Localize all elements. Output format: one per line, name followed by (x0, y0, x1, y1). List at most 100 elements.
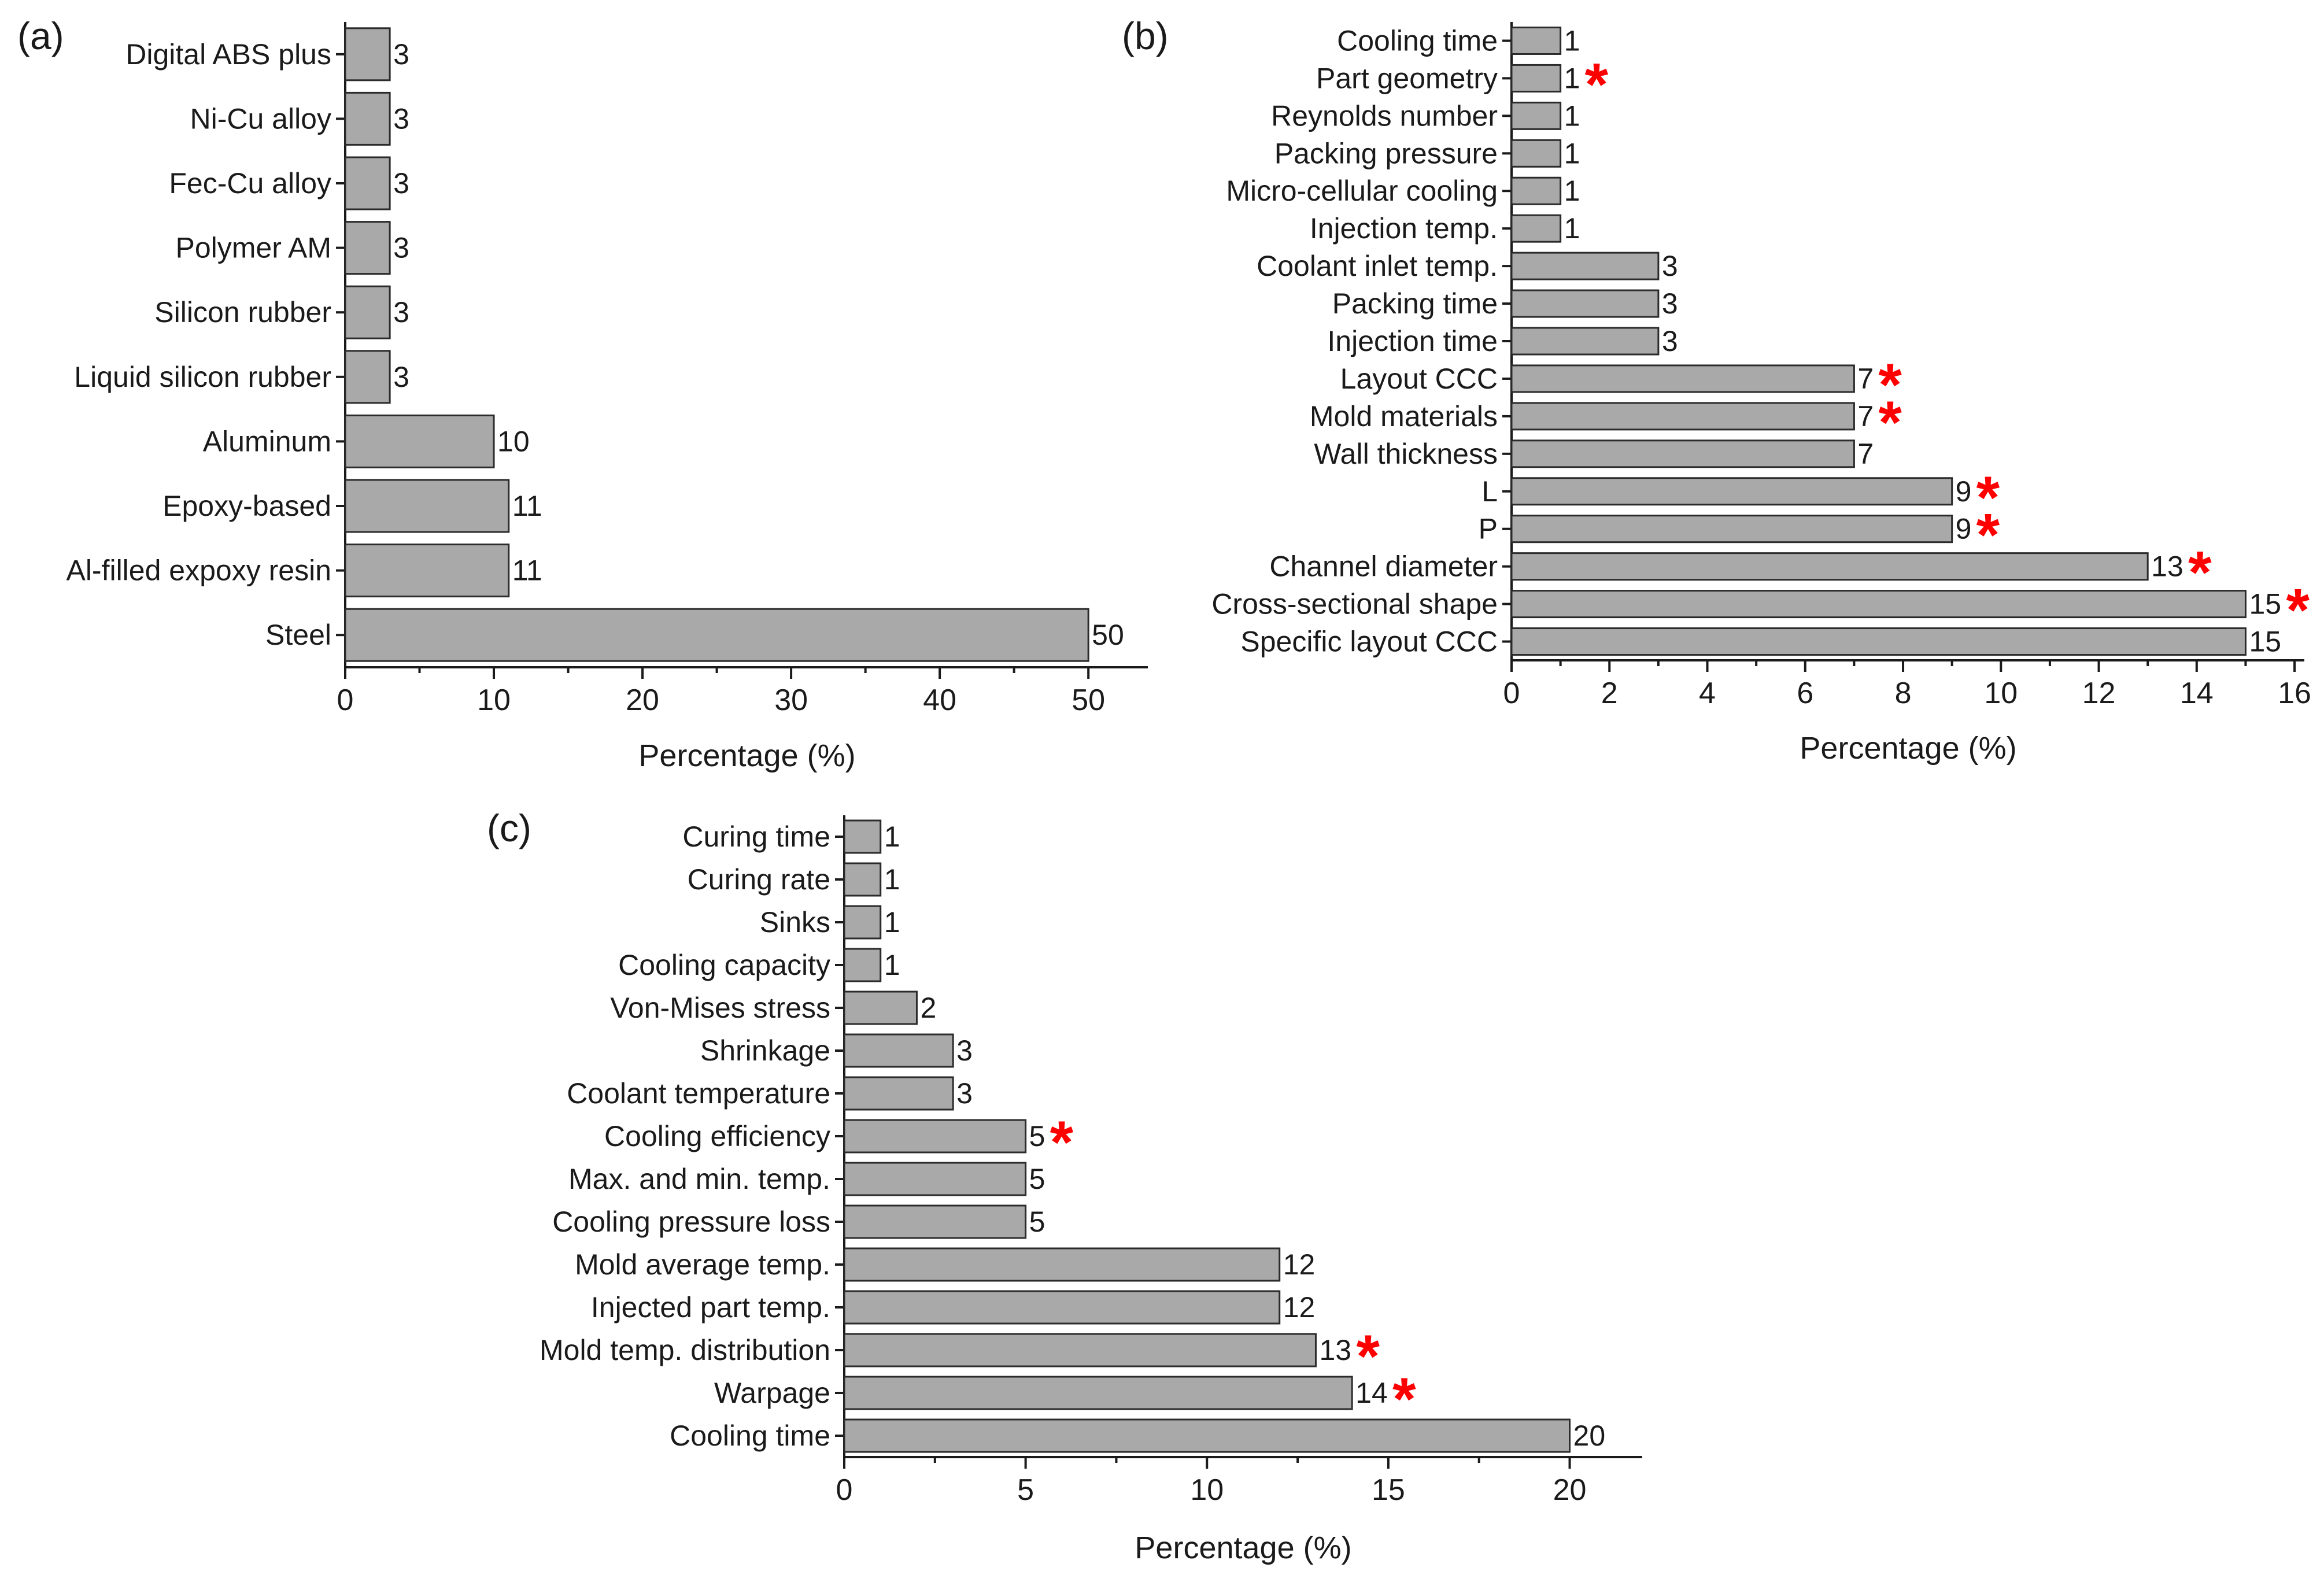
bar (1510, 552, 2149, 581)
value-label: 3 (956, 1077, 973, 1110)
bar (843, 948, 882, 982)
category-label: Mold materials (1310, 400, 1498, 433)
category-label: Fec-Cu alloy (169, 167, 331, 199)
value-label: 7 (1857, 363, 1874, 395)
bar (344, 544, 510, 598)
category-label: Injection time (1327, 325, 1498, 357)
value-label: 1 (1564, 62, 1580, 94)
bar (344, 350, 391, 404)
value-label: 3 (393, 232, 409, 264)
category-label: P (1479, 513, 1498, 545)
category-label: Von-Mises stress (610, 992, 830, 1024)
bar (344, 91, 391, 146)
value-label: 3 (393, 296, 409, 328)
value-label: 12 (1283, 1291, 1316, 1324)
bar (1510, 477, 1953, 506)
category-label: Curing rate (688, 863, 830, 896)
bar (344, 156, 391, 210)
value-label: 1 (1564, 137, 1580, 169)
category-label: Cooling capacity (618, 949, 830, 981)
value-label: 20 (1573, 1420, 1606, 1452)
category-label: Packing pressure (1274, 137, 1498, 169)
bar (344, 479, 510, 533)
category-label: Mold average temp. (575, 1248, 830, 1281)
bar (1510, 252, 1660, 280)
value-label: 3 (393, 102, 409, 135)
value-label: 3 (1662, 287, 1678, 320)
x-axis-title: Percentage (%) (1800, 731, 2016, 766)
bar (843, 1119, 1027, 1154)
value-label: 15 (2249, 588, 2281, 620)
x-tick-label: 10 (1190, 1473, 1224, 1507)
category-label: Steel (265, 619, 331, 651)
bar (1510, 590, 2247, 619)
category-label: Coolant inlet temp. (1257, 250, 1498, 282)
category-label: Mold temp. distribution (540, 1334, 830, 1366)
bar (843, 990, 918, 1025)
category-label: Curing time (682, 820, 830, 853)
bar (344, 608, 1089, 662)
bar (344, 27, 391, 82)
value-label: 9 (1956, 475, 1972, 508)
x-tick-label: 5 (1017, 1473, 1034, 1507)
bar (1510, 139, 1562, 168)
category-label: Reynolds number (1271, 99, 1498, 132)
value-label: 5 (1029, 1163, 1045, 1195)
bar (1510, 515, 1953, 544)
category-label: Cooling time (1337, 24, 1498, 57)
bar (1510, 26, 1562, 55)
x-tick-label: 10 (477, 683, 511, 717)
x-axis-title: Percentage (%) (1135, 1531, 1351, 1565)
bar (843, 819, 882, 854)
x-tick-label: 6 (1797, 677, 1813, 710)
value-label: 3 (956, 1034, 973, 1067)
value-label: 13 (2151, 550, 2183, 583)
category-label: Cross-sectional shape (1211, 588, 1498, 620)
value-label: 2 (920, 992, 936, 1024)
category-label: Warpage (714, 1377, 830, 1409)
value-label: 1 (884, 820, 900, 853)
category-label: Max. and min. temp. (568, 1163, 830, 1195)
value-label: 1 (1564, 212, 1580, 245)
bar (843, 1333, 1317, 1367)
category-label: Polymer AM (175, 232, 331, 264)
panel-c-chart: (c) Curing time 1 Curing rate 1 Sinks 1 Cooling… (487, 807, 1642, 1565)
panel-a-chart: (a) Digital ABS plus 3 Ni-Cu alloy 3 Fec-Cu a… (17, 14, 1148, 773)
value-label: 1 (1564, 99, 1580, 132)
x-tick-label: 50 (1072, 683, 1105, 717)
value-label: 15 (2249, 626, 2281, 658)
category-label: Specific layout CCC (1240, 626, 1498, 658)
bar (843, 862, 882, 897)
bar (843, 1204, 1027, 1239)
bar (843, 1162, 1027, 1196)
x-tick-label: 15 (1372, 1473, 1405, 1507)
x-tick-label: 40 (923, 683, 956, 717)
category-label: Liquid silicon rubber (74, 361, 331, 393)
x-axis-title: Percentage (%) (638, 738, 855, 773)
significance-star: * (2286, 577, 2310, 644)
x-tick-label: 20 (1553, 1473, 1587, 1507)
value-label: 14 (1355, 1377, 1388, 1409)
category-label: Cooling efficiency (604, 1120, 830, 1152)
value-label: 12 (1283, 1248, 1316, 1281)
category-label: Sinks (760, 906, 830, 938)
category-label: Cooling time (670, 1420, 830, 1452)
bar (843, 905, 882, 940)
bar (843, 1033, 954, 1068)
bar (843, 1247, 1281, 1282)
bar (344, 221, 391, 275)
category-label: Shrinkage (700, 1034, 830, 1067)
value-label: 3 (393, 361, 409, 393)
x-tick-label: 8 (1895, 677, 1912, 710)
value-label: 3 (1662, 250, 1678, 282)
value-label: 5 (1029, 1206, 1045, 1238)
bar (843, 1076, 954, 1111)
value-label: 9 (1956, 513, 1972, 545)
category-label: Aluminum (203, 425, 331, 457)
x-tick-label: 30 (774, 683, 808, 717)
bar (1510, 327, 1660, 356)
value-label: 3 (393, 167, 409, 199)
value-label: 11 (512, 490, 542, 522)
panel-label: (b) (1122, 14, 1169, 57)
